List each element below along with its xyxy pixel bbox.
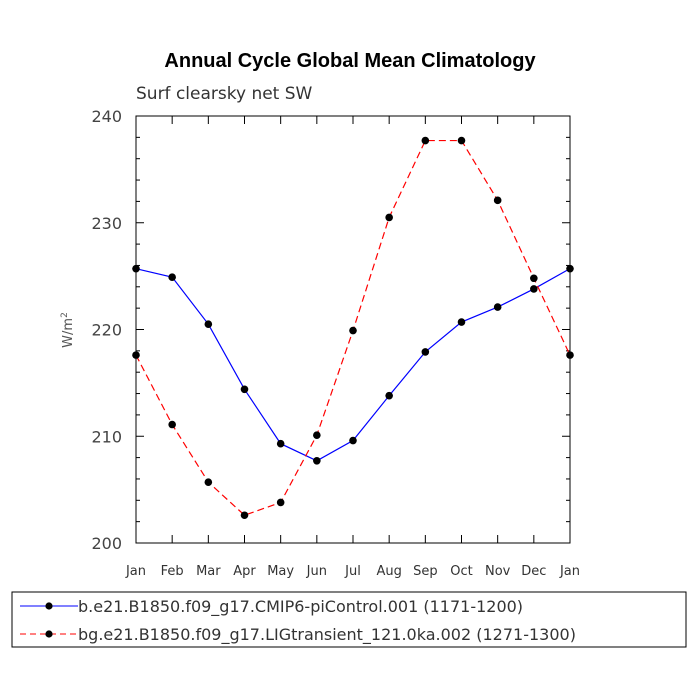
x-tick-label: Apr	[233, 564, 256, 579]
series-0-point	[421, 348, 430, 356]
legend-box	[11, 591, 687, 648]
series-0-point	[168, 273, 176, 281]
series-0-point	[566, 264, 574, 273]
y-tick-label: 230	[91, 214, 122, 233]
series-0-point	[493, 303, 502, 311]
legend-marker-0	[45, 602, 53, 610]
series-1-point	[421, 136, 430, 145]
series-1-point	[168, 420, 176, 429]
series-1-point	[132, 351, 140, 359]
y-axis-label-unit: W/m	[61, 318, 76, 348]
x-tick-labels: Jan Feb Mar Apr May Jun Jul Aug Sep Oct Nov Dec Jan	[125, 564, 580, 579]
x-tick-label: Jan	[559, 564, 580, 579]
series-1-point	[276, 498, 285, 507]
x-tick-label: Feb	[161, 564, 184, 579]
series-1-point	[349, 326, 357, 335]
x-tick-label: Aug	[376, 564, 401, 579]
series-0-point	[204, 320, 213, 328]
x-tick-label: Oct	[450, 564, 472, 579]
y-axis-label-superscript: 2	[60, 312, 70, 318]
y-tick-labels: 200 210 220 230 240	[91, 107, 122, 553]
x-tick-label: Jul	[344, 564, 361, 579]
series-line-0	[135, 268, 571, 462]
y-axis-label: W/m2	[60, 312, 76, 348]
series-1-point	[204, 478, 213, 486]
series-1-point	[385, 213, 393, 222]
y-tick-label: 240	[91, 107, 122, 126]
series-1-point	[566, 351, 574, 359]
chart-title: Annual Cycle Global Mean Climatology	[164, 50, 536, 72]
series-1-point	[530, 274, 538, 283]
series-0-point	[385, 391, 393, 400]
legend-label-0: b.e21.B1850.f09_g17.CMIP6-piControl.001 …	[78, 597, 523, 617]
series-1-point	[493, 196, 502, 205]
series-0-point	[530, 285, 538, 293]
series-0-point	[276, 439, 285, 448]
x-tick-label: Jun	[306, 564, 327, 579]
legend: b.e21.B1850.f09_g17.CMIP6-piControl.001 …	[11, 591, 687, 648]
series-0-point	[349, 436, 357, 445]
axis-ticks	[135, 115, 571, 544]
legend-marker-1	[45, 630, 53, 638]
x-tick-label: Sep	[413, 564, 438, 579]
series-0-point	[457, 318, 466, 326]
series-1-point	[457, 136, 466, 145]
x-tick-label: May	[267, 564, 294, 579]
legend-label-1: bg.e21.B1850.f09_g17.LIGtransient_121.0k…	[78, 625, 576, 645]
series-0-point	[132, 264, 140, 273]
x-tick-label: Nov	[485, 564, 511, 579]
chart-subtitle: Surf clearsky net SW	[136, 84, 313, 104]
series-0-point	[313, 457, 321, 465]
series-group	[132, 136, 574, 520]
series-1-point	[313, 431, 321, 439]
y-tick-label: 200	[91, 534, 122, 553]
y-tick-label: 210	[91, 427, 122, 446]
x-tick-label: Jan	[125, 564, 146, 579]
series-0-point	[240, 385, 249, 394]
x-tick-label: Mar	[196, 564, 221, 579]
series-1-point	[240, 511, 249, 520]
y-tick-label: 220	[91, 321, 122, 340]
x-tick-label: Dec	[521, 564, 546, 579]
